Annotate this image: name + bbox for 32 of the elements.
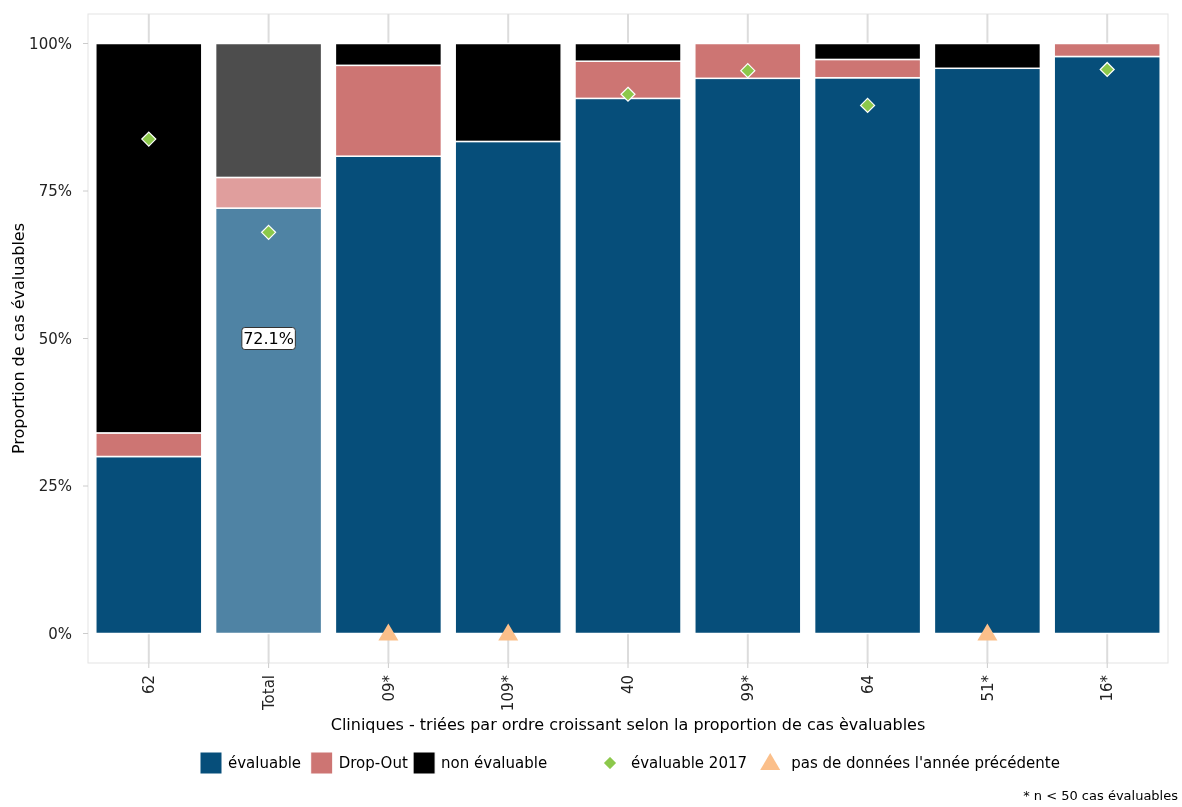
x-tick-label: 51*	[978, 674, 997, 702]
legend-label: non évaluable	[441, 754, 548, 772]
y-axis-title: Proportion de cas évaluables	[9, 222, 28, 455]
x-tick-label: 09*	[379, 674, 398, 702]
x-tick-label: 109*	[499, 674, 518, 712]
x-axis-title: Cliniques - triées par ordre croissant selon la proportion de cas èvaluables	[330, 715, 926, 734]
y-tick-label: 50%	[38, 329, 72, 348]
point	[498, 623, 519, 641]
legend-label: évaluable 2017	[631, 754, 748, 772]
legend-label: Drop-Out	[338, 754, 408, 772]
point	[141, 131, 157, 147]
y-tick-label: 25%	[38, 477, 72, 496]
point	[620, 86, 636, 102]
x-tick-label: 40	[619, 675, 638, 695]
point	[261, 224, 277, 240]
point	[1099, 61, 1115, 78]
point	[860, 97, 876, 114]
x-tick-label: 99*	[739, 674, 758, 702]
annotation: 72.1%	[243, 329, 295, 349]
legend-label: pas de données l'année précédente	[791, 754, 1060, 772]
x-tick-label: 62	[140, 675, 159, 695]
point	[977, 623, 998, 641]
x-tick-label: 64	[858, 675, 877, 695]
y-tick-label: 75%	[38, 182, 72, 201]
legend-label: évaluable	[228, 754, 302, 772]
text: * n < 50 cas évaluables	[1023, 788, 1179, 803]
y-tick-label: 100%	[29, 34, 72, 53]
point	[378, 623, 399, 641]
x-tick-label: Total	[259, 675, 278, 712]
point	[740, 63, 756, 79]
x-tick-label: 16*	[1098, 674, 1117, 702]
y-tick-label: 0%	[48, 624, 72, 643]
